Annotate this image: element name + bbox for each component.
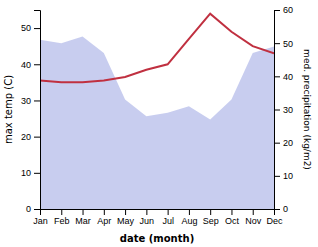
x-tick: Nov — [245, 209, 262, 226]
x-tick-label: Apr — [97, 216, 111, 226]
y-axis-tick-label: 0 — [26, 204, 31, 214]
y-axis-line — [34, 11, 41, 210]
x-tick-mark — [146, 209, 147, 215]
line — [40, 14, 274, 83]
x-tick-mark — [210, 209, 211, 215]
y2-axis: 0 10 20 30 40 50 60 — [274, 5, 293, 214]
y-axis-tick: 0 — [26, 204, 40, 214]
y2-axis-tick-mark — [274, 209, 280, 210]
x-tick-mark — [168, 209, 169, 215]
x-tick-label: Aug — [181, 216, 197, 226]
y-axis-tick-label: 20 — [21, 132, 31, 142]
y2-axis-tick-mark — [274, 110, 280, 111]
y2-axis-tick: 50 — [274, 39, 293, 49]
y2-axis-tick-label: 30 — [283, 105, 293, 115]
y2-axis-tick-label: 40 — [283, 72, 293, 82]
x-tick: Mar — [75, 209, 91, 226]
y-axis-tick-mark — [34, 173, 40, 174]
x-tick-label: Sep — [203, 216, 219, 226]
y2-axis-tick-mark — [274, 10, 280, 11]
x-tick-mark — [189, 209, 190, 215]
y2-axis-tick: 60 — [274, 5, 293, 15]
x-tick-label: Dec — [266, 216, 283, 226]
y-axis-tick-label: 10 — [21, 168, 31, 178]
y-axis-tick-mark — [34, 100, 40, 101]
y2-axis-tick-label: 60 — [283, 5, 293, 15]
x-tick: Aug — [181, 209, 197, 226]
y2-axis-tick-mark — [274, 176, 280, 177]
y-axis-tick: 40 — [21, 60, 40, 70]
y2-axis-tick-label: 10 — [283, 171, 293, 181]
x-tick-mark — [83, 209, 84, 215]
y-axis-tick-label: 30 — [21, 96, 31, 106]
chart: JanFebMarAprMayJunJulAugSepOctNovDec0102… — [0, 0, 318, 247]
x-tick-label: May — [117, 216, 135, 226]
y-axis-tick-mark — [34, 28, 40, 29]
y2-axis-tick-mark — [274, 43, 280, 44]
x-tick-label: Oct — [225, 216, 240, 226]
x-tick: May — [117, 209, 135, 226]
x-tick-mark — [253, 209, 254, 215]
x-tick-mark — [104, 209, 105, 215]
x-tick: Jun — [140, 209, 155, 226]
x-tick: Jan — [33, 209, 48, 226]
y2-axis-tick: 40 — [274, 72, 293, 82]
y-axis-tick-label: 50 — [21, 23, 31, 33]
y2-axis-line — [275, 11, 281, 210]
y-axis-tick-mark — [34, 137, 40, 138]
y2-axis-tick-mark — [274, 143, 280, 144]
area — [40, 37, 274, 209]
y-axis-tick-mark — [34, 209, 40, 210]
x-tick: Apr — [97, 209, 111, 226]
x-tick: Oct — [225, 209, 240, 226]
y2-axis-tick-label: 50 — [283, 39, 293, 49]
y-axis-tick: 50 — [21, 23, 40, 33]
x-tick-label: Nov — [245, 216, 262, 226]
y2-axis-tick-mark — [274, 76, 280, 77]
y-axis-tick: 10 — [21, 168, 40, 178]
x-tick-label: Jan — [33, 216, 48, 226]
x-axis: Jan Feb Mar Apr May Jun Jul Aug Sep Oct Nov Dec — [33, 209, 283, 226]
y-axis-tick-label: 40 — [21, 60, 31, 70]
y2-axis-tick: 10 — [274, 171, 293, 181]
y-axis-title: max temp (C) — [3, 75, 14, 144]
y2-axis-tick-label: 20 — [283, 138, 293, 148]
y2-axis-tick: 0 — [274, 204, 288, 214]
x-tick-label: Jun — [140, 216, 155, 226]
y2-axis-tick: 30 — [274, 105, 293, 115]
y-axis-tick-mark — [34, 64, 40, 65]
marks — [40, 14, 274, 209]
plot: JanFebMarAprMayJunJulAugSepOctNovDec0102… — [21, 5, 293, 226]
x-axis-title: date (month) — [120, 233, 194, 244]
y-axis-tick: 30 — [21, 96, 40, 106]
x-tick-mark — [125, 209, 126, 215]
x-tick: Feb — [54, 209, 70, 226]
x-tick: Jul — [162, 209, 174, 226]
x-tick-label: Mar — [75, 216, 91, 226]
x-tick-label: Feb — [54, 216, 70, 226]
y2-axis-title: med. precipitation (kg/m2) — [302, 49, 312, 170]
x-tick-label: Jul — [162, 216, 174, 226]
x-tick-mark — [231, 209, 232, 215]
y2-axis-tick-label: 0 — [283, 204, 288, 214]
x-axis-line — [41, 210, 275, 216]
y2-axis-tick: 20 — [274, 138, 293, 148]
y-axis: 0 10 20 30 40 50 — [21, 11, 41, 215]
y-axis-tick: 20 — [21, 132, 40, 142]
x-tick: Dec — [266, 209, 283, 226]
x-tick: Sep — [203, 209, 219, 226]
x-tick-mark — [61, 209, 62, 215]
